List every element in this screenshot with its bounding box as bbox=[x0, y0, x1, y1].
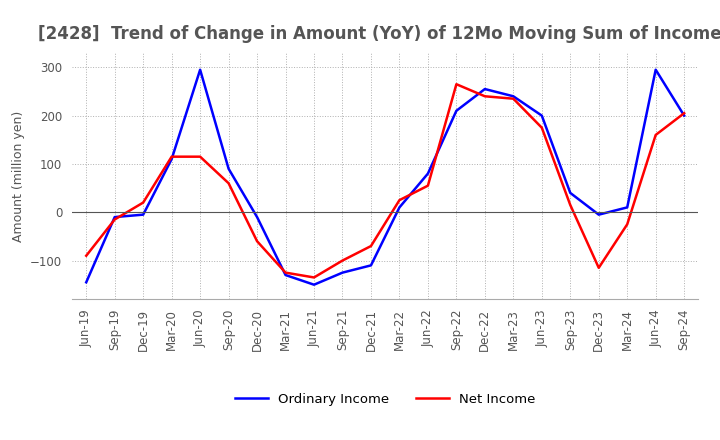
Net Income bbox=[623, 222, 631, 227]
Net Income bbox=[82, 253, 91, 258]
Net Income bbox=[366, 243, 375, 249]
Ordinary Income bbox=[282, 272, 290, 278]
Ordinary Income bbox=[253, 214, 261, 220]
Ordinary Income bbox=[537, 113, 546, 118]
Net Income bbox=[595, 265, 603, 271]
Net Income bbox=[566, 202, 575, 208]
Net Income bbox=[480, 94, 489, 99]
Ordinary Income bbox=[225, 166, 233, 172]
Net Income bbox=[225, 180, 233, 186]
Net Income bbox=[537, 125, 546, 130]
Net Income bbox=[395, 198, 404, 203]
Ordinary Income bbox=[423, 171, 432, 176]
Y-axis label: Amount (million yen): Amount (million yen) bbox=[12, 110, 24, 242]
Title: [2428]  Trend of Change in Amount (YoY) of 12Mo Moving Sum of Incomes: [2428] Trend of Change in Amount (YoY) o… bbox=[38, 25, 720, 43]
Ordinary Income bbox=[196, 67, 204, 72]
Net Income bbox=[423, 183, 432, 188]
Net Income bbox=[652, 132, 660, 138]
Line: Ordinary Income: Ordinary Income bbox=[86, 70, 684, 285]
Ordinary Income bbox=[139, 212, 148, 217]
Net Income bbox=[253, 238, 261, 244]
Legend: Ordinary Income, Net Income: Ordinary Income, Net Income bbox=[230, 387, 541, 411]
Ordinary Income bbox=[652, 67, 660, 72]
Ordinary Income bbox=[566, 190, 575, 195]
Ordinary Income bbox=[623, 205, 631, 210]
Net Income bbox=[196, 154, 204, 159]
Ordinary Income bbox=[595, 212, 603, 217]
Ordinary Income bbox=[338, 270, 347, 275]
Net Income bbox=[167, 154, 176, 159]
Net Income bbox=[509, 96, 518, 101]
Ordinary Income bbox=[310, 282, 318, 287]
Ordinary Income bbox=[680, 113, 688, 118]
Net Income bbox=[680, 110, 688, 116]
Net Income bbox=[338, 258, 347, 263]
Ordinary Income bbox=[366, 263, 375, 268]
Ordinary Income bbox=[110, 214, 119, 220]
Net Income bbox=[452, 81, 461, 87]
Net Income bbox=[282, 270, 290, 275]
Net Income bbox=[310, 275, 318, 280]
Net Income bbox=[139, 200, 148, 205]
Ordinary Income bbox=[509, 94, 518, 99]
Ordinary Income bbox=[167, 157, 176, 162]
Ordinary Income bbox=[452, 108, 461, 114]
Ordinary Income bbox=[82, 280, 91, 285]
Ordinary Income bbox=[480, 86, 489, 92]
Net Income bbox=[110, 217, 119, 222]
Ordinary Income bbox=[395, 205, 404, 210]
Line: Net Income: Net Income bbox=[86, 84, 684, 278]
